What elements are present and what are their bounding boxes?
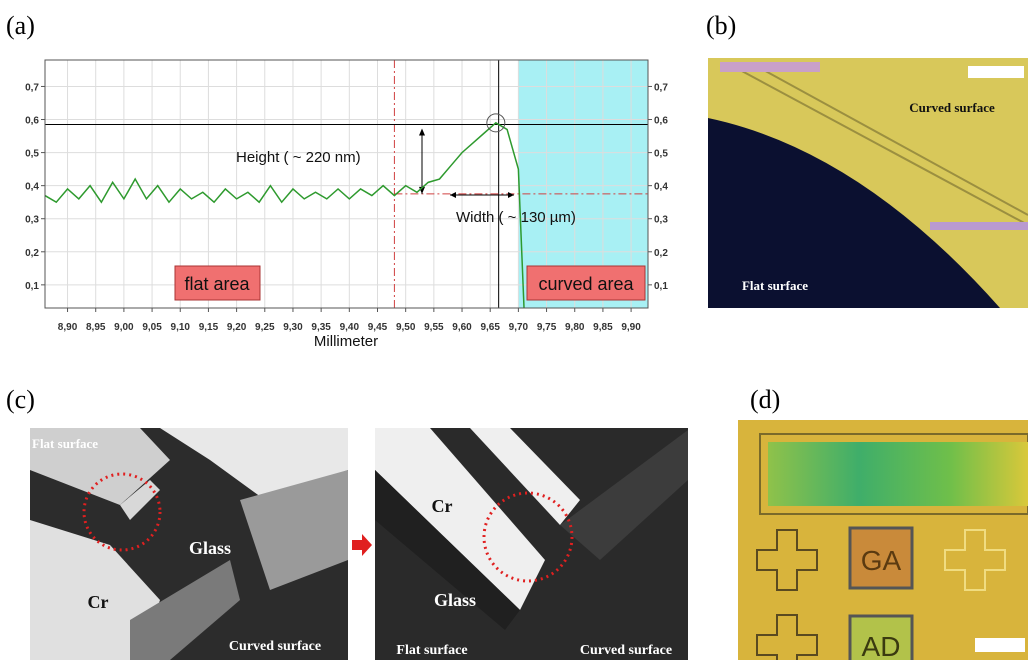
photo-text: Flat surface [396,643,467,658]
x-axis-label: Millimeter [314,333,378,350]
photo-d: GA AD [738,420,1028,660]
y2-tick-label: 0,4 [654,182,668,193]
photo-c-left: Flat surface Glass Cr Curved surface [30,428,348,660]
y2-tick-label: 0,5 [654,149,668,160]
x-tick-label: 9,40 [340,322,360,333]
green-bar [768,442,1028,506]
x-tick-label: 9,10 [171,322,191,333]
x-tick-label: 9,70 [509,322,529,333]
photo-text: Curved surface [909,100,995,115]
photo-b: Curved surface Flat surface [708,58,1028,308]
photo-text: AD [862,631,901,660]
x-tick-label: 8,90 [58,322,78,333]
x-tick-label: 9,60 [452,322,472,333]
y2-tick-label: 0,3 [654,215,668,226]
y2-tick-label: 0,7 [654,82,668,93]
panel-label: (d) [750,385,780,414]
y-tick-label: 0,3 [25,215,39,226]
photo-text: Flat surface [32,436,98,451]
x-tick-label: 9,15 [199,322,219,333]
streak [720,62,820,72]
photo-text: Flat surface [742,278,808,293]
photo-c-right: Cr Glass Flat surface Curved surface [375,428,688,660]
photo-text: Cr [432,496,453,516]
streak [930,222,1028,230]
x-tick-label: 9,45 [368,322,388,333]
y-tick-label: 0,4 [25,182,39,193]
x-tick-label: 9,65 [480,322,500,333]
photo-text: Curved surface [229,639,321,654]
x-tick-label: 9,05 [142,322,162,333]
annotation: flat area [184,274,250,294]
annotation: Height ( ~ 220 nm) [236,149,361,166]
x-tick-label: 9,55 [424,322,444,333]
panel-label: (c) [6,385,35,414]
y2-tick-label: 0,2 [654,248,668,259]
annotation: curved area [538,274,634,294]
annotation: Width ( ~ 130 µm) [456,209,576,226]
scale-bar [968,66,1024,78]
x-tick-label: 9,85 [593,322,613,333]
y2-tick-label: 0,6 [654,116,668,127]
photo-text: GA [861,545,902,576]
photo-text: Glass [189,538,231,558]
y-tick-label: 0,7 [25,82,39,93]
x-tick-label: 9,80 [565,322,585,333]
panel-label: (b) [706,11,736,40]
y-tick-label: 0,6 [25,116,39,127]
x-tick-label: 9,75 [537,322,557,333]
x-tick-label: 8,95 [86,322,106,333]
x-tick-label: 9,50 [396,322,416,333]
y-tick-label: 0,2 [25,248,39,259]
x-tick-label: 9,25 [255,322,275,333]
y2-tick-label: 0,1 [654,281,668,292]
x-tick-label: 9,20 [227,322,247,333]
photo-text: Glass [434,590,476,610]
x-tick-label: 9,90 [621,322,641,333]
panel-label: (a) [6,11,35,40]
x-tick-label: 9,00 [114,322,134,333]
photo-text: Cr [88,592,109,612]
x-tick-label: 9,35 [311,322,331,333]
y-tick-label: 0,5 [25,149,39,160]
figure: (a) (b) (c) (d) 8,90 8,95 9,00 9,05 9,10 9,15… [0,0,1028,660]
scale-bar [975,638,1025,652]
photo-text: Curved surface [580,643,672,658]
y-tick-label: 0,1 [25,281,39,292]
x-tick-label: 9,30 [283,322,303,333]
arrow [352,534,372,556]
